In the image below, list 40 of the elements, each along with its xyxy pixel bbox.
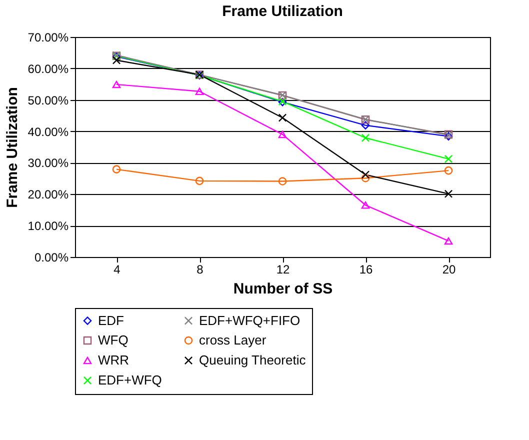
x-tick-label: 20: [442, 262, 456, 276]
point: [195, 176, 204, 186]
point: [278, 177, 287, 186]
y-tick-label: 50.00%: [28, 93, 69, 108]
x-axis-title: Number of SS: [233, 280, 333, 298]
legend-label: WFQ: [98, 332, 128, 348]
x-tick-label: 12: [276, 262, 290, 276]
point: [444, 166, 453, 175]
point: [361, 121, 370, 130]
legend-label: Queuing Theoretic: [199, 352, 306, 368]
legend-label: EDF: [98, 312, 124, 328]
y-tick-label: 20.00%: [28, 188, 69, 202]
point: [361, 201, 370, 209]
point: [278, 130, 287, 138]
point: [444, 237, 453, 245]
point: [361, 174, 370, 182]
chart-title: Frame Utilization: [222, 3, 343, 20]
legend-label: EDF+WFQ: [98, 372, 162, 388]
y-axis-title: Frame Utilization: [4, 87, 21, 208]
legend-label: EDF+WFQ+FIFO: [199, 312, 300, 328]
point: [444, 154, 453, 164]
point: [278, 114, 287, 122]
point: [195, 88, 204, 96]
y-tick-label: 30.00%: [28, 156, 69, 170]
point: [112, 80, 121, 88]
point: [112, 165, 121, 174]
x-tick-label: 8: [196, 262, 204, 276]
x-tick-label: 4: [114, 262, 121, 276]
point: [444, 190, 453, 198]
point: [361, 170, 370, 179]
y-tick-label: 60.00%: [28, 62, 69, 76]
y-tick-label: 10.00%: [28, 219, 69, 234]
point: [112, 56, 121, 64]
x-tick-label: 16: [359, 262, 373, 276]
y-tick-label: 70.00%: [28, 30, 69, 44]
legend-label: WRR: [98, 352, 130, 368]
y-tick-label: 40.00%: [28, 124, 69, 139]
legend-label: cross Layer: [199, 332, 267, 348]
point: [361, 134, 370, 142]
y-tick-label: 0.00%: [34, 250, 69, 264]
